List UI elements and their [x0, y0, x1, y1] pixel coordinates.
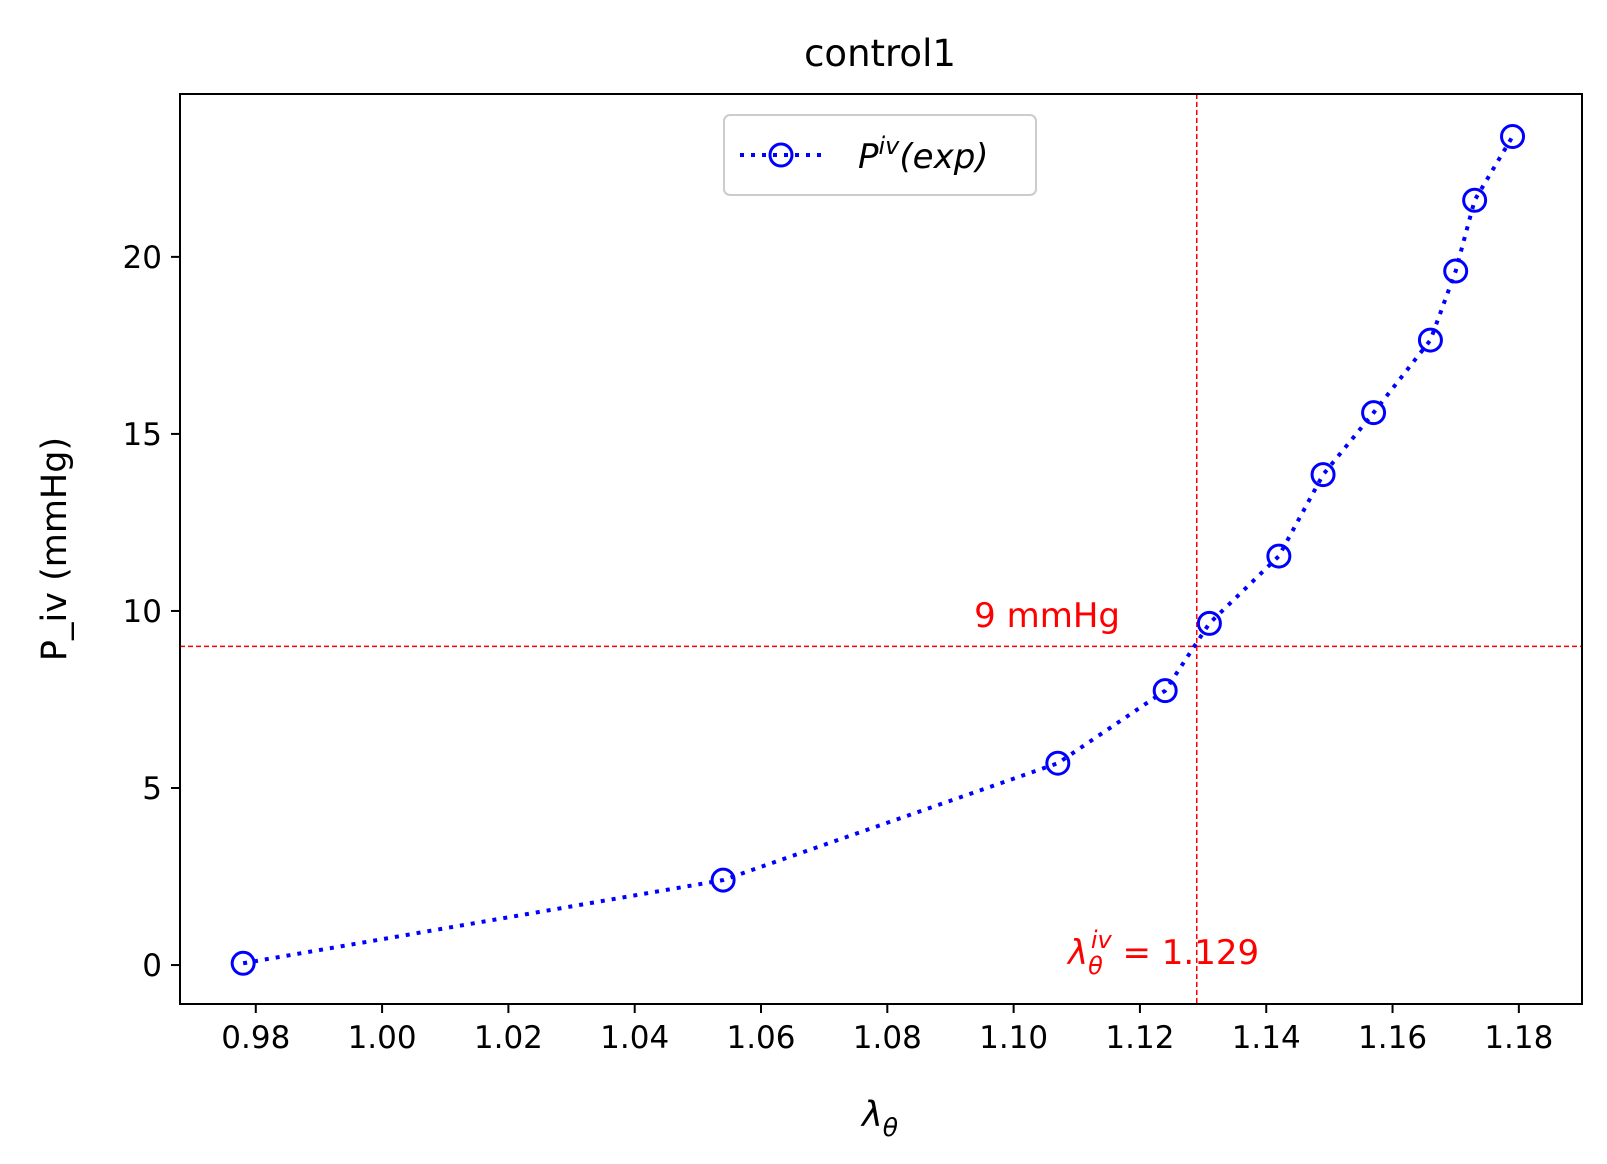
plot-area: [180, 94, 1582, 1004]
data-point: [1462, 187, 1488, 213]
x-tick-label: 1.08: [853, 1020, 922, 1056]
y-tick-label: 20: [123, 240, 162, 276]
legend-marker-sample: [768, 142, 794, 168]
y-tick-label: 15: [123, 417, 162, 453]
x-tick-label: 0.98: [221, 1020, 290, 1056]
x-tick-label: 1.00: [348, 1020, 417, 1056]
annotation-9mmhg: 9 mmHg: [974, 596, 1120, 636]
x-axis-label: λθ: [860, 1095, 898, 1142]
series-group: [230, 123, 1526, 976]
x-tick-label: 1.16: [1358, 1020, 1427, 1056]
axes-frame: [179, 93, 1583, 1005]
data-point: [1417, 327, 1443, 353]
x-axis-label-main: λ: [860, 1095, 883, 1135]
y-tick-label: 5: [142, 771, 162, 807]
data-point: [1443, 258, 1469, 284]
legend-box: [723, 114, 1037, 196]
x-tick-label: 1.02: [474, 1020, 543, 1056]
data-point: [1310, 462, 1336, 488]
x-tick-label: 1.06: [726, 1020, 795, 1056]
data-point: [1266, 543, 1292, 569]
x-tick-label: 1.04: [600, 1020, 669, 1056]
x-tick-label: 1.14: [1232, 1020, 1301, 1056]
data-point: [710, 867, 736, 893]
data-point: [1361, 400, 1387, 426]
legend-label-suffix: (exp): [899, 137, 988, 177]
y-axis-ticks: 0 5 10 15 20: [123, 240, 180, 984]
x-tick-label: 1.18: [1484, 1020, 1553, 1056]
legend: Piv(exp): [723, 114, 1037, 196]
annotation-lambda-symbol: λ: [1066, 933, 1088, 973]
y-tick-label: 0: [142, 948, 162, 984]
y-tick-label: 10: [123, 594, 162, 630]
data-point: [230, 950, 256, 976]
data-point: [1196, 610, 1222, 636]
x-axis-label-sub: θ: [883, 1113, 898, 1142]
x-tick-label: 1.12: [1105, 1020, 1174, 1056]
x-axis-ticks: 0.98 1.00 1.02 1.04 1.06 1.08 1.10 1.12 1.14 1.16…: [221, 1004, 1553, 1056]
legend-label-sup: iv: [879, 132, 901, 160]
reference-lines: [180, 94, 1582, 1004]
annotation-lambda-sub: θ: [1088, 952, 1103, 980]
annotation-lambda-iv: λθiv = 1.129: [1066, 926, 1259, 980]
data-point: [1045, 750, 1071, 776]
annotation-lambda-sup: iv: [1091, 926, 1113, 954]
chart-title: control1: [804, 32, 956, 75]
legend-label-main: P: [858, 137, 879, 177]
data-point: [1152, 678, 1178, 704]
legend-label: Piv(exp): [858, 132, 989, 177]
data-point: [1500, 123, 1526, 149]
y-axis-label: P_iv (mmHg): [35, 437, 75, 661]
annotation-lambda-value: = 1.129: [1112, 933, 1259, 973]
x-tick-label: 1.10: [979, 1020, 1048, 1056]
